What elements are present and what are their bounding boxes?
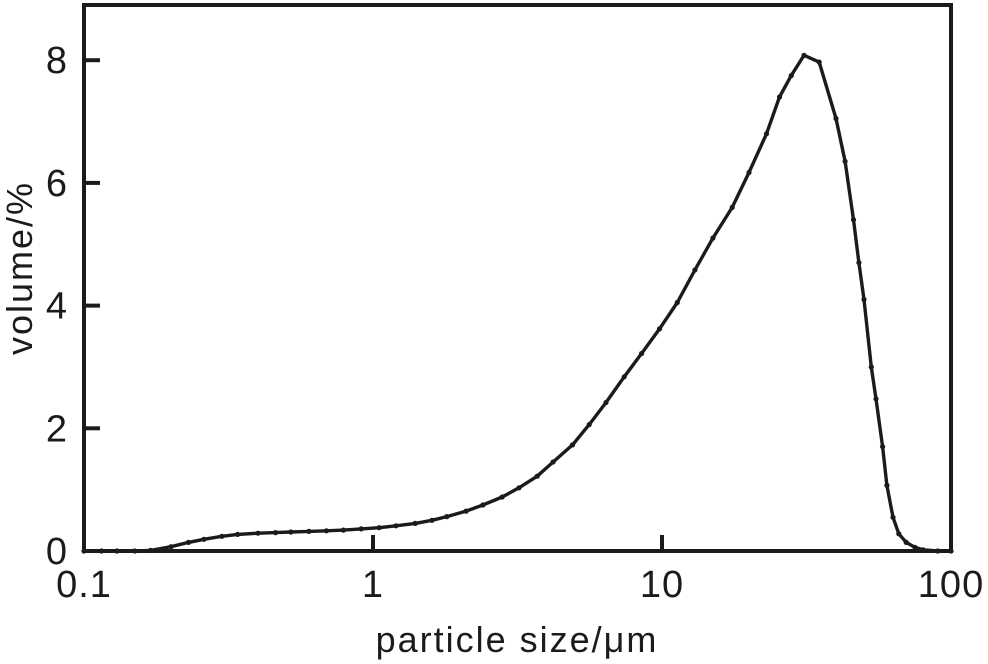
y-tick-label: 0 [46, 531, 68, 573]
curve-data-point [272, 530, 279, 536]
curve-data-point [776, 94, 783, 100]
curve-data-point [674, 299, 680, 306]
curve-data-point [639, 350, 645, 357]
curve-data-point [586, 422, 592, 428]
y-tick-label: 8 [46, 40, 68, 82]
curve-data-point [856, 260, 862, 266]
y-axis-title: volume/% [0, 181, 40, 355]
y-axis-ticks [84, 58, 100, 553]
curve-data-point [340, 527, 346, 533]
curve-data-point [463, 508, 469, 514]
y-tick-label: 4 [46, 286, 68, 328]
curve-data-point [920, 547, 926, 553]
curve-data-point [710, 235, 716, 241]
x-tick-label: 1 [362, 564, 384, 606]
curve-data-point [569, 442, 576, 448]
x-axis-title: particle size/μm [376, 619, 659, 660]
curve-data-point [801, 52, 807, 58]
curve-data-point [255, 530, 261, 536]
curve-data-point [516, 485, 522, 491]
curve-data-point [842, 158, 848, 164]
plot-border-box [82, 3, 953, 553]
curve-data-point [393, 523, 399, 529]
curve-data-point [948, 548, 954, 554]
curve-data-point [850, 217, 857, 223]
curve-data-point [621, 374, 627, 380]
curve-data-point [935, 548, 941, 554]
curve-data-point [148, 547, 154, 554]
y-tick-label: 6 [46, 163, 68, 205]
curve-data-point [306, 528, 312, 535]
curve-data-point [376, 525, 382, 531]
curve-data-point [444, 514, 450, 520]
curve-data-point [98, 548, 105, 554]
curve-data-point [219, 533, 225, 539]
curve-data-point [168, 544, 174, 550]
x-axis-ticks [82, 535, 953, 551]
distribution-curve-markers [81, 52, 954, 554]
curve-data-point [81, 548, 87, 554]
curve-data-point [235, 531, 241, 538]
curve-data-point [868, 364, 874, 370]
x-axis-tick-labels: 0.1 1 10 100 [56, 564, 984, 606]
curve-data-point [114, 548, 120, 554]
curve-data-point [550, 459, 556, 465]
distribution-curve [82, 53, 953, 553]
curve-data-point [603, 399, 609, 406]
curve-data-point [729, 204, 735, 210]
curve-data-point [132, 548, 138, 554]
curve-data-point [816, 59, 822, 65]
curve-data-point [896, 531, 902, 537]
y-tick-label: 2 [46, 408, 68, 450]
curve-data-point [358, 526, 364, 532]
x-tick-label: 10 [640, 564, 684, 606]
y-axis-tick-labels: 0 2 4 6 8 [46, 40, 68, 573]
curve-data-point [412, 520, 418, 527]
x-tick-label: 0.1 [56, 564, 112, 606]
curve-data-point [833, 115, 839, 122]
curve-data-point [912, 544, 918, 550]
curve-data-point [480, 502, 486, 508]
curve-data-point [429, 517, 435, 523]
curve-data-point [201, 536, 207, 542]
curve-data-point [890, 514, 896, 520]
curve-data-point [499, 494, 505, 500]
curve-data-point [873, 396, 879, 402]
curve-data-point [763, 131, 770, 137]
curve-data-point [788, 73, 794, 79]
curve-data-point [880, 444, 886, 450]
curve-data-point [692, 267, 698, 273]
curve-data-point [746, 169, 752, 176]
curve-data-point [903, 539, 909, 546]
x-tick-label: 100 [918, 564, 984, 606]
curve-data-point [323, 528, 329, 534]
curve-data-point [884, 482, 890, 488]
curve-data-point [288, 529, 294, 535]
curve-data-point [861, 296, 867, 303]
curve-data-point [185, 539, 192, 546]
curve-data-point [534, 473, 540, 479]
curve-data-point [656, 326, 663, 332]
